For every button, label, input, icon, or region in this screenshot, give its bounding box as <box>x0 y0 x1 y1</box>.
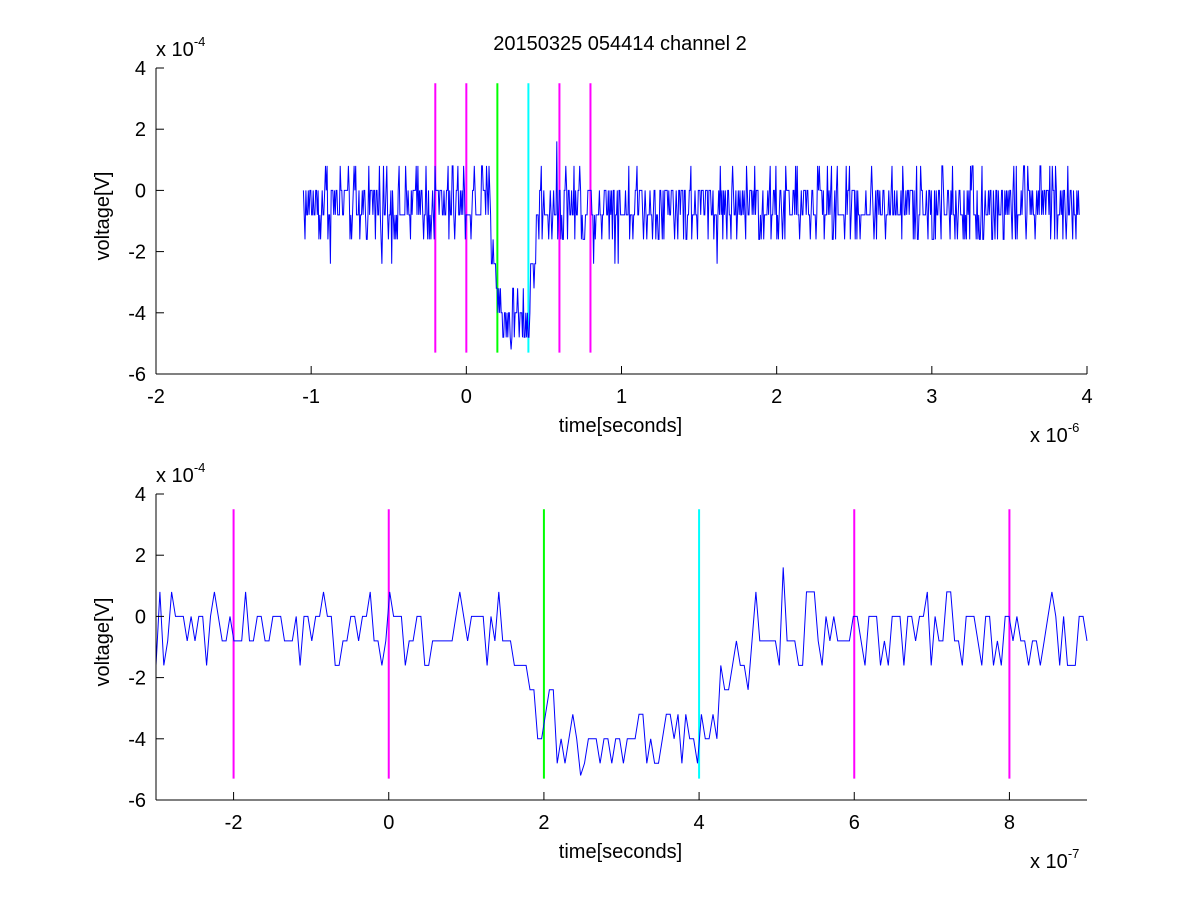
y-axis-label: voltage[V] <box>92 172 114 261</box>
signal-trace <box>155 567 1088 776</box>
y-tick-label: -4 <box>128 303 146 325</box>
y-tick-label: 4 <box>135 58 146 80</box>
y-multiplier: x 10-4 <box>156 460 205 487</box>
figure-title: 20150325 054414 channel 2 <box>493 33 747 55</box>
x-tick-label: -2 <box>147 386 165 408</box>
y-tick-label: -4 <box>128 729 146 751</box>
x-tick-label: 8 <box>1004 812 1015 834</box>
y-tick-label: 2 <box>135 119 146 141</box>
x-tick-label: 3 <box>926 386 937 408</box>
x-tick-label: -2 <box>225 812 243 834</box>
x-tick-label: 1 <box>616 386 627 408</box>
y-tick-label: 4 <box>135 484 146 506</box>
y-tick-label: 2 <box>135 545 146 567</box>
x-tick-label: 4 <box>694 812 705 834</box>
x-axis-label: time[seconds] <box>559 415 682 437</box>
top-subplot: -2 -1 0 1 2 3 4 -6 -4 -2 0 2 4 time[seconds] voltage[V… <box>92 34 1093 447</box>
y-tick-label: -2 <box>128 668 146 690</box>
bottom-subplot: -2 0 2 4 6 8 -6 -4 -2 0 2 4 time[seconds] voltage[V] x… <box>92 460 1088 873</box>
x-multiplier: x 10-7 <box>1030 846 1079 873</box>
x-tick-label: 0 <box>461 386 472 408</box>
y-tick-label: -6 <box>128 364 146 386</box>
y-tick-label: -2 <box>128 242 146 264</box>
x-tick-label: 2 <box>771 386 782 408</box>
y-tick-label: -6 <box>128 790 146 812</box>
x-tick-label: 6 <box>849 812 860 834</box>
x-tick-label: 0 <box>383 812 394 834</box>
y-tick-label: 0 <box>135 606 146 628</box>
x-axis-label: time[seconds] <box>559 841 682 863</box>
signal-trace <box>302 141 1080 350</box>
x-tick-label: -1 <box>302 386 320 408</box>
y-tick-label: 0 <box>135 180 146 202</box>
x-tick-label: 4 <box>1081 386 1092 408</box>
y-axis-label: voltage[V] <box>92 598 114 687</box>
x-multiplier: x 10-6 <box>1030 420 1079 447</box>
y-multiplier: x 10-4 <box>156 34 205 61</box>
x-tick-label: 2 <box>538 812 549 834</box>
